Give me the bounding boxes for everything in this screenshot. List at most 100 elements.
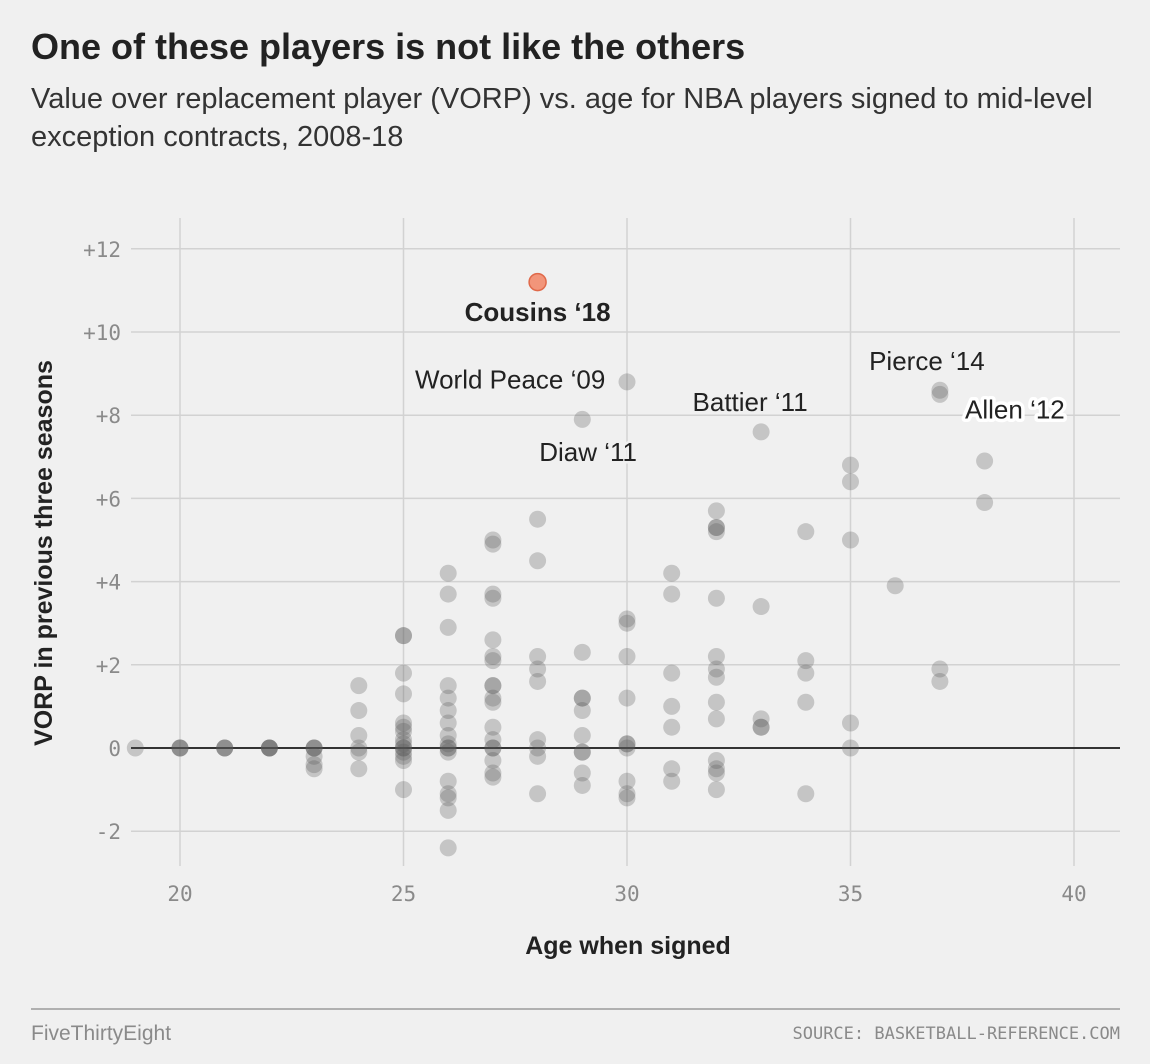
- data-point: [707, 760, 725, 778]
- x-tick-label: 35: [838, 882, 863, 906]
- data-point: [439, 839, 457, 857]
- data-point: [797, 523, 815, 541]
- y-tick-label: +12: [83, 238, 121, 262]
- data-point: [663, 697, 681, 715]
- data-point: [752, 598, 770, 616]
- data-point: [573, 702, 591, 720]
- chart-subtitle: Value over replacement player (VORP) vs.…: [31, 83, 1093, 153]
- data-point: [618, 789, 636, 807]
- data-point: [350, 677, 368, 695]
- data-point: [573, 689, 591, 707]
- data-point: [573, 643, 591, 661]
- data-point: [618, 739, 636, 757]
- data-point: [439, 743, 457, 761]
- x-axis-label: Age when signed: [525, 932, 731, 960]
- data-point: [350, 743, 368, 761]
- data-point: [305, 739, 323, 757]
- data-point: [395, 718, 412, 736]
- data-point: [529, 731, 547, 749]
- y-tick-label: +8: [96, 404, 121, 428]
- axis-layer: 20 25 30 35 40 -2 0 +2 +4 +6 +8 +10 +12: [83, 238, 1087, 906]
- data-point: [529, 747, 547, 765]
- y-axis-label: VORP in previous three seasons: [30, 360, 58, 746]
- data-point: [484, 585, 502, 603]
- data-point: [707, 764, 725, 782]
- data-point: [439, 789, 457, 807]
- data-point: [350, 727, 368, 745]
- data-point: [484, 531, 502, 549]
- data-point: [842, 473, 859, 491]
- data-point: [842, 456, 859, 474]
- data-point: [484, 731, 502, 749]
- x-tick-label: 20: [167, 882, 192, 906]
- data-point: [395, 781, 412, 799]
- data-point: [305, 756, 323, 774]
- data-point: [484, 677, 502, 695]
- data-point: [618, 735, 636, 753]
- data-point: [529, 785, 547, 803]
- data-point: [260, 739, 278, 757]
- data-point: [529, 510, 547, 528]
- data-point: [439, 714, 457, 732]
- data-point: [305, 739, 323, 757]
- data-point: [260, 739, 278, 757]
- annotation-label: Battier ‘11: [693, 387, 808, 417]
- data-point: [976, 494, 994, 512]
- data-point: [439, 772, 457, 790]
- y-tick-label: 0: [108, 737, 121, 761]
- data-point: [395, 747, 412, 765]
- data-point: [484, 764, 502, 782]
- data-point: [663, 772, 681, 790]
- data-point: [573, 764, 591, 782]
- y-tick-label: +6: [96, 487, 121, 511]
- data-point: [707, 751, 725, 769]
- data-point: [484, 535, 502, 553]
- highlight-label: Cousins ‘18: [465, 297, 611, 327]
- data-point: [752, 710, 770, 728]
- data-point: [707, 523, 725, 541]
- data-point: [618, 689, 636, 707]
- x-tick-label: 25: [391, 882, 416, 906]
- y-tick-label: +2: [96, 654, 121, 678]
- data-point: [484, 693, 502, 711]
- data-point: [842, 739, 859, 757]
- data-point: [395, 714, 412, 732]
- data-point: [439, 727, 457, 745]
- data-point: [395, 735, 412, 753]
- data-point: [305, 739, 323, 757]
- data-point: [439, 702, 457, 720]
- data-point: [618, 373, 636, 391]
- data-point: [707, 668, 725, 686]
- data-point: [484, 739, 502, 757]
- data-point: [395, 627, 412, 645]
- data-point: [171, 739, 189, 757]
- chart-title: One of these players is not like the oth…: [31, 26, 746, 67]
- data-point: [395, 664, 412, 682]
- data-point: [797, 785, 815, 803]
- data-point: [439, 618, 457, 636]
- data-point: [886, 577, 904, 595]
- data-point: [797, 652, 815, 670]
- data-point: [171, 739, 189, 757]
- x-tick-label: 40: [1061, 882, 1086, 906]
- data-point: [931, 381, 949, 399]
- annotation-layer: Cousins ‘18 World Peace ‘09 Diaw ‘11 Battie…: [413, 295, 1069, 470]
- data-point: [752, 718, 770, 736]
- data-point: [663, 664, 681, 682]
- data-point: [126, 739, 144, 757]
- data-point: [663, 760, 681, 778]
- data-point: [439, 801, 457, 819]
- data-point: [707, 710, 725, 728]
- data-point: [484, 677, 502, 695]
- annotation-label: World Peace ‘09: [415, 364, 605, 394]
- data-point: [707, 519, 725, 537]
- data-point: [439, 739, 457, 757]
- data-point: [484, 768, 502, 786]
- data-point: [707, 589, 725, 607]
- data-point: [797, 664, 815, 682]
- data-point: [707, 693, 725, 711]
- annotation-label: Pierce ‘14: [869, 346, 985, 376]
- data-point: [752, 718, 770, 736]
- data-point: [395, 685, 412, 703]
- data-point: [484, 631, 502, 649]
